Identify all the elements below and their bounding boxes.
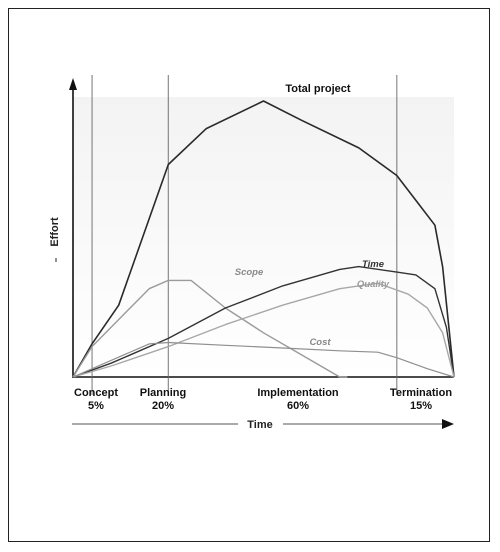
phase-percent-implementation: 60% xyxy=(287,400,309,412)
series-line-quality xyxy=(72,282,455,378)
series-label-total-project: Total project xyxy=(285,83,351,95)
series-line-time xyxy=(72,265,455,378)
y-axis-label: Effort xyxy=(49,217,61,247)
series-label-time: Time xyxy=(362,259,385,270)
phase-label-termination: Termination xyxy=(390,387,452,399)
phase-percent-concept: 5% xyxy=(88,400,104,412)
time-arrow-icon xyxy=(442,419,454,429)
series-line-total-project xyxy=(72,100,455,378)
x-axis-label: Time xyxy=(247,419,272,431)
phase-percent-planning: 20% xyxy=(152,400,174,412)
series-label-quality: Quality xyxy=(357,279,390,290)
phase-label-planning: Planning xyxy=(140,387,186,399)
series-line-cost xyxy=(72,341,455,378)
phase-label-implementation: Implementation xyxy=(257,387,339,399)
y-axis-arrow-icon xyxy=(69,78,77,90)
phase-label-concept: Concept xyxy=(74,387,118,399)
series-line-scope xyxy=(72,279,348,378)
plot-area xyxy=(73,97,454,377)
series-label-scope: Scope xyxy=(235,267,264,278)
series-label-cost: Cost xyxy=(309,337,331,348)
phase-percent-termination: 15% xyxy=(410,400,432,412)
